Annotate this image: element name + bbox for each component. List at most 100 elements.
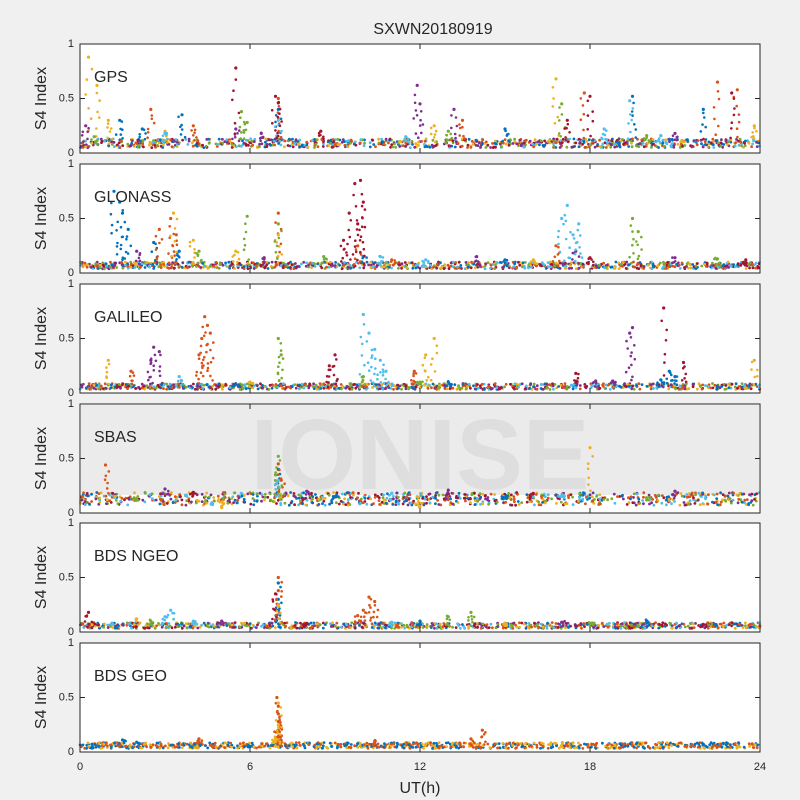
data-point [429,132,433,136]
data-point [86,130,89,133]
data-point [434,129,438,133]
data-point [247,381,251,384]
noise-point [514,503,517,507]
noise-point [571,387,575,391]
noise-point [670,142,674,146]
noise-point [727,491,731,495]
noise-point [297,496,301,500]
noise-point [697,382,701,386]
data-point [162,140,165,143]
noise-point [180,503,184,507]
noise-point [213,499,216,503]
data-point [274,221,277,224]
data-point [325,375,329,378]
noise-point [749,387,753,391]
noise-point [753,498,756,501]
data-point [358,239,362,242]
noise-point [85,265,89,269]
data-point [236,132,239,135]
data-point [360,354,364,357]
data-point [557,134,560,137]
data-point [560,102,564,106]
data-point [86,137,89,141]
data-point [363,363,366,367]
data-point [735,88,739,92]
noise-point [598,138,601,142]
data-point [553,255,557,259]
noise-point [311,385,315,388]
noise-point [533,503,536,507]
data-point [96,110,99,114]
noise-point [532,385,535,389]
noise-point [703,143,707,146]
noise-point [661,265,665,269]
noise-point [736,386,739,390]
noise-point [693,502,697,505]
noise-point [351,491,355,495]
data-point [98,99,101,102]
noise-point [176,141,179,145]
data-point [502,260,506,263]
data-point [528,498,532,501]
noise-point [384,501,388,505]
data-point [404,135,408,139]
noise-point [338,263,341,267]
data-point [281,495,285,499]
noise-point [366,497,370,500]
data-point [175,217,179,221]
data-point [629,336,633,339]
data-point [157,350,161,354]
data-point [560,216,564,221]
noise-point [224,263,228,267]
noise-point [259,382,262,386]
noise-point [534,493,538,496]
noise-point [205,383,209,387]
data-point [84,124,88,128]
data-point [629,113,632,116]
noise-point [350,387,354,391]
data-point [274,114,278,117]
noise-point [699,138,703,142]
noise-point [90,492,93,496]
data-point [123,257,127,260]
noise-point [415,495,419,498]
noise-point [690,491,694,495]
noise-point [559,139,562,143]
noise-point [739,140,742,144]
noise-point [332,491,335,494]
data-point [363,208,367,211]
data-point [669,371,672,375]
data-point [360,342,364,346]
data-point [681,360,686,365]
data-point [354,239,357,242]
noise-point [398,145,402,148]
noise-point [169,138,172,142]
noise-point [348,263,352,267]
noise-point [635,492,639,496]
noise-point [754,266,757,270]
noise-point [507,143,511,147]
noise-point [515,491,519,494]
data-point [586,128,589,131]
data-point [458,134,462,137]
noise-point [631,501,635,504]
noise-point [487,385,491,388]
noise-point [312,382,315,386]
data-point [735,104,738,108]
data-point [568,256,572,260]
noise-point [680,261,684,265]
data-point [208,331,212,335]
data-point [704,125,707,129]
data-point [196,253,200,256]
data-point [588,446,592,450]
data-point [450,136,454,140]
noise-point [372,264,376,268]
data-point [358,384,362,387]
noise-point [92,383,96,387]
data-point [374,367,377,370]
data-point [82,140,85,143]
data-point [233,135,237,139]
noise-point [373,493,377,497]
